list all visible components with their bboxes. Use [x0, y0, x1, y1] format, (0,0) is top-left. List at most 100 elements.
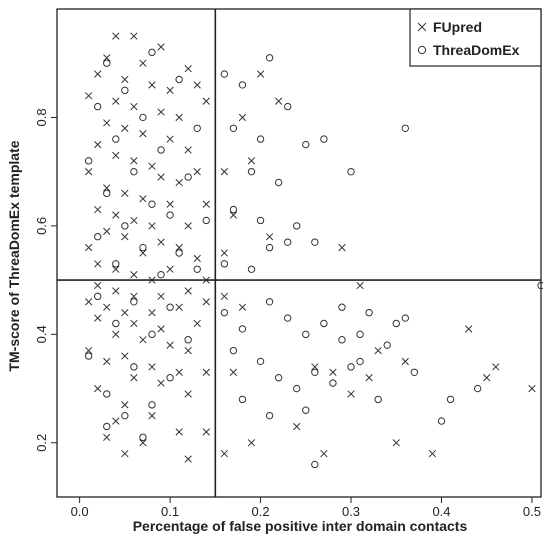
y-tick-label-1: 0.4	[34, 325, 49, 343]
point-fupred-36	[112, 211, 120, 219]
point-fupred-88	[94, 384, 102, 393]
point-threadomex-46	[112, 319, 120, 328]
point-fupred-76	[112, 330, 120, 338]
point-fupred-15	[175, 113, 183, 122]
point-threadomex-10	[130, 167, 138, 176]
point-fupred-97	[121, 449, 129, 458]
point-fupred-45	[139, 249, 147, 257]
point-threadomex-87	[401, 314, 409, 322]
point-fupred-80	[121, 352, 129, 360]
point-threadomex-49	[84, 352, 93, 360]
point-fupred-87	[157, 379, 165, 387]
point-threadomex-60	[283, 314, 292, 322]
legend-cross-icon	[417, 22, 427, 32]
point-fupred-113	[483, 374, 491, 382]
point-fupred-83	[148, 363, 156, 371]
point-threadomex-81	[410, 368, 419, 376]
point-threadomex-62	[320, 319, 328, 328]
point-threadomex-86	[356, 357, 364, 366]
point-threadomex-59	[265, 298, 274, 306]
point-fupred-100	[238, 303, 247, 311]
point-fupred-25	[148, 162, 156, 170]
point-threadomex-64	[229, 346, 238, 355]
point-threadomex-40	[401, 124, 409, 132]
point-threadomex-30	[320, 135, 328, 143]
point-threadomex-79	[338, 303, 346, 311]
point-fupred-106	[293, 422, 301, 431]
point-fupred-42	[157, 238, 165, 246]
point-fupred-95	[139, 439, 147, 447]
point-fupred-103	[220, 449, 229, 458]
point-fupred-24	[130, 157, 138, 165]
legend-box	[409, 8, 542, 67]
point-threadomex-65	[256, 357, 265, 366]
point-threadomex-13	[148, 200, 156, 208]
point-fupred-30	[103, 184, 111, 192]
point-threadomex-45	[166, 303, 174, 311]
point-threadomex-57	[220, 308, 229, 317]
y-tick-label-2: 0.6	[34, 217, 49, 235]
point-threadomex-29	[302, 140, 310, 149]
legend: FUpred ThreaDomEx	[409, 8, 542, 67]
point-fupred-90	[121, 401, 129, 409]
y-tick-label-3: 0.8	[34, 108, 49, 126]
point-threadomex-2	[121, 86, 129, 95]
point-fupred-31	[121, 189, 129, 198]
point-threadomex-82	[437, 417, 446, 425]
point-fupred-22	[184, 146, 192, 154]
point-fupred-114	[528, 384, 536, 393]
point-fupred-112	[464, 325, 473, 333]
point-threadomex-42	[247, 265, 256, 273]
point-fupred-64	[157, 292, 165, 301]
point-threadomex-35	[293, 222, 301, 230]
point-fupred-68	[121, 308, 129, 317]
point-threadomex-22	[193, 265, 201, 273]
point-threadomex-26	[283, 102, 292, 111]
point-threadomex-75	[365, 308, 373, 317]
point-fupred-82	[103, 357, 111, 366]
point-fupred-47	[94, 260, 102, 268]
point-fupred-105	[329, 368, 337, 376]
point-fupred-16	[202, 97, 210, 105]
point-fupred-108	[347, 390, 355, 398]
point-threadomex-76	[383, 341, 391, 349]
point-fupred-78	[166, 341, 174, 349]
point-fupred-65	[184, 287, 192, 295]
legend-marker-threadomex	[417, 45, 427, 55]
point-fupred-73	[130, 319, 138, 328]
point-threadomex-28	[256, 135, 265, 143]
point-fupred-118	[374, 346, 382, 355]
point-fupred-41	[121, 233, 129, 241]
point-fupred-99	[220, 292, 229, 301]
point-fupred-33	[166, 200, 174, 208]
point-fupred-27	[157, 173, 165, 181]
point-threadomex-47	[148, 330, 156, 339]
point-fupred-70	[175, 303, 183, 311]
point-threadomex-38	[311, 238, 319, 246]
point-fupred-77	[139, 336, 147, 344]
point-fupred-19	[139, 130, 147, 138]
point-fupred-38	[148, 222, 156, 230]
point-fupred-93	[175, 428, 183, 436]
data-points	[84, 32, 543, 469]
x-tick-label-2: 0.2	[252, 504, 270, 519]
point-fupred-39	[184, 222, 192, 230]
point-fupred-89	[184, 390, 192, 398]
point-threadomex-23	[220, 70, 229, 78]
point-threadomex-55	[103, 422, 111, 431]
point-threadomex-20	[112, 260, 120, 268]
point-threadomex-25	[265, 54, 274, 62]
point-fupred-62	[112, 287, 120, 295]
point-threadomex-61	[302, 330, 310, 339]
point-threadomex-4	[94, 102, 102, 111]
point-fupred-9	[166, 86, 174, 94]
point-fupred-55	[238, 113, 247, 122]
point-threadomex-15	[121, 222, 129, 230]
point-fupred-86	[202, 368, 210, 376]
point-fupred-14	[157, 108, 165, 116]
point-fupred-67	[103, 303, 111, 311]
point-threadomex-6	[193, 124, 201, 132]
point-fupred-81	[184, 346, 192, 355]
point-fupred-8	[148, 81, 156, 89]
point-threadomex-51	[166, 374, 174, 382]
